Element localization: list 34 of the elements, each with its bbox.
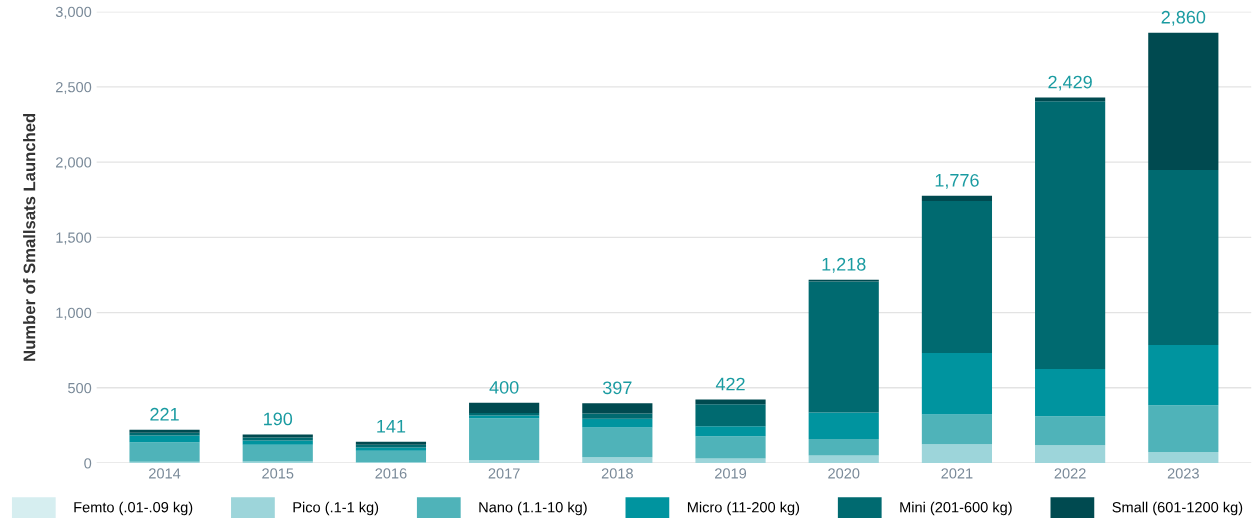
y-tick-label: 1,000 bbox=[56, 307, 92, 320]
total-label: 141 bbox=[377, 420, 406, 433]
total-label: 221 bbox=[150, 407, 179, 421]
legend-label: Mini (201-600 kg) bbox=[900, 501, 1012, 516]
x-tick-label: 2016 bbox=[375, 468, 407, 479]
legend-label: Femto (.01-.09 kg) bbox=[74, 501, 193, 516]
total-label: 2,860 bbox=[1161, 10, 1206, 26]
y-tick-label: 1,500 bbox=[56, 232, 92, 245]
total-label: 190 bbox=[264, 412, 293, 426]
x-tick-label: 2021 bbox=[941, 468, 973, 479]
x-tick-label: 2023 bbox=[1167, 468, 1199, 479]
x-tick-label: 2018 bbox=[601, 468, 633, 479]
y-tick-label: 2,000 bbox=[56, 157, 92, 170]
x-tick-label: 2017 bbox=[488, 468, 520, 479]
y-tick-label: 3,000 bbox=[55, 6, 92, 19]
total-label: 397 bbox=[602, 381, 632, 395]
legend-label: Micro (11-200 kg) bbox=[687, 501, 800, 516]
x-tick-label: 2022 bbox=[1054, 468, 1086, 479]
total-label: 2,429 bbox=[1048, 75, 1092, 91]
x-tick-label: 2019 bbox=[715, 468, 747, 479]
x-tick-label: 2020 bbox=[828, 468, 860, 479]
y-tick-label: 500 bbox=[68, 382, 92, 394]
legend-label: Small (601-1200 kg) bbox=[1112, 501, 1243, 516]
total-label: 1,776 bbox=[935, 173, 979, 189]
legend-label: Nano (1.1-10 kg) bbox=[479, 501, 587, 516]
total-label: 1,218 bbox=[822, 257, 866, 273]
y-tick-label: 0 bbox=[84, 458, 92, 469]
y-axis-title: Number of Smallsats Launched bbox=[23, 113, 36, 361]
total-label: 400 bbox=[489, 380, 519, 394]
total-label: 422 bbox=[715, 377, 745, 391]
x-tick-label: 2015 bbox=[262, 468, 294, 479]
x-tick-label: 2014 bbox=[149, 468, 181, 479]
y-tick-label: 2,500 bbox=[56, 82, 92, 95]
legend-label: Pico (.1-1 kg) bbox=[293, 501, 379, 516]
